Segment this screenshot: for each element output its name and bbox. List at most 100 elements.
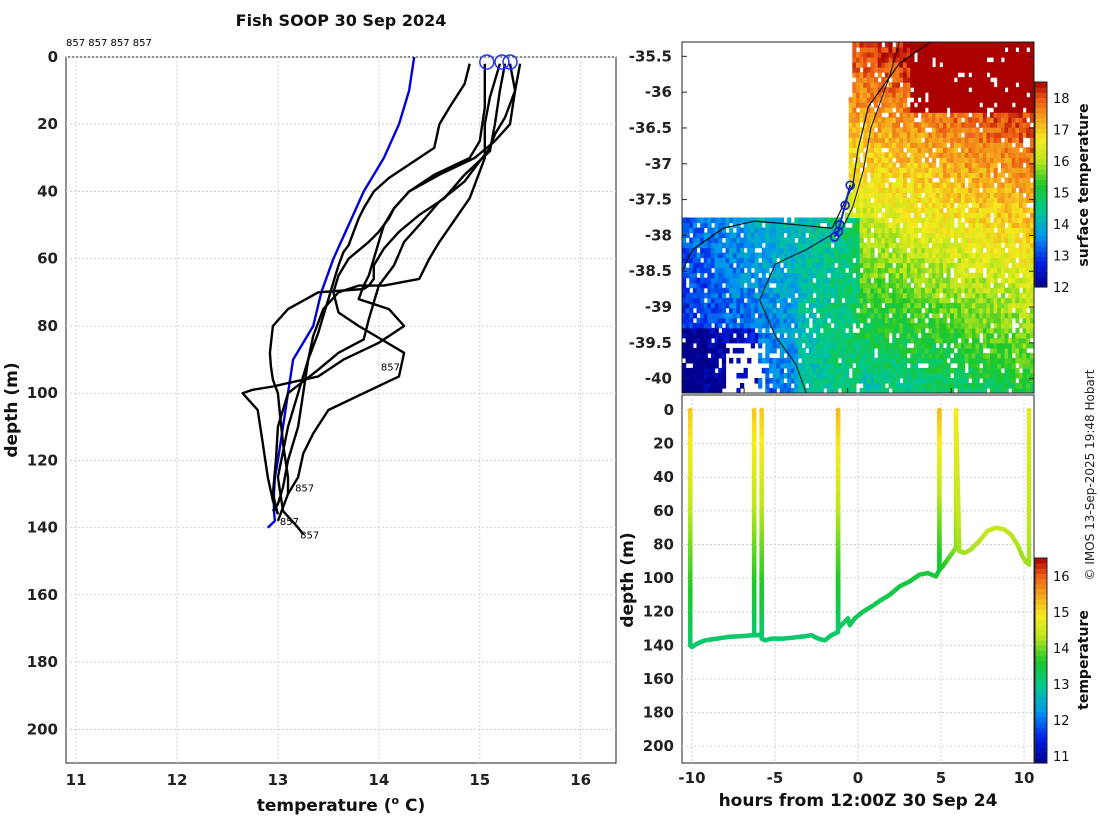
sst-cell: [986, 262, 991, 269]
sst-cell: [939, 192, 944, 198]
sst-cell: [961, 242, 966, 249]
sst-cell: [946, 47, 951, 53]
sst-cell: [823, 277, 828, 284]
sst-cell: [961, 87, 966, 93]
sst-cell: [971, 362, 977, 369]
sst-cell: [961, 282, 966, 289]
sst-cell: [928, 257, 933, 264]
sst-cell: [787, 237, 792, 244]
sst-cell: [736, 247, 741, 254]
sst-cell: [881, 378, 886, 384]
profile-line: [276, 63, 502, 536]
sst-cell: [953, 212, 958, 219]
sst-cell: [971, 172, 977, 178]
sst-cell: [957, 388, 962, 393]
sst-cell: [776, 262, 781, 269]
sst-cell: [834, 292, 839, 299]
sst-cell: [964, 97, 969, 103]
sst-cell: [903, 342, 908, 349]
sst-cell: [990, 327, 995, 334]
sst-cell: [1008, 197, 1013, 203]
sst-cell: [772, 267, 777, 274]
sst-cell: [787, 222, 792, 229]
sst-cell: [855, 242, 861, 249]
sst-cell: [790, 378, 795, 384]
sst-cell: [942, 262, 948, 269]
sst-cell: [834, 383, 839, 389]
sst-cell: [979, 77, 984, 83]
sst-cell: [689, 372, 694, 379]
sst-cell: [971, 297, 977, 304]
sst-cell: [964, 342, 969, 349]
sst-cell: [703, 388, 708, 393]
sst-cell: [707, 242, 712, 249]
sst-cell: [721, 257, 727, 264]
sst-cell: [935, 367, 940, 374]
sst-cell: [877, 383, 882, 389]
sst-cell: [1029, 82, 1034, 88]
sst-cell: [870, 322, 875, 329]
sst-cell: [993, 222, 998, 229]
sst-cell: [928, 362, 933, 369]
sst-cell: [714, 272, 719, 279]
sst-cell: [899, 317, 904, 324]
sst-cell: [877, 157, 882, 163]
sst-cell: [870, 242, 875, 249]
sst-cell: [899, 322, 904, 329]
sst-cell: [874, 367, 879, 374]
sst-cell: [834, 252, 839, 259]
sst-cell: [961, 252, 966, 259]
sst-cell: [819, 378, 824, 384]
sst-cell: [848, 342, 853, 349]
sst-cell: [924, 162, 929, 168]
sst-cell: [946, 97, 951, 103]
sst-cell: [950, 152, 955, 158]
sst-cell: [758, 302, 763, 309]
sst-cell: [903, 77, 908, 83]
sst-cell: [852, 177, 857, 183]
sst-cell: [859, 367, 864, 374]
sst-cell: [1008, 322, 1013, 329]
sst-cell: [1000, 107, 1006, 113]
sst-cell: [729, 217, 734, 224]
sst-cell: [971, 82, 977, 88]
sst-cell: [685, 307, 690, 314]
sst-cell: [939, 172, 944, 178]
sst-cell: [740, 242, 745, 249]
sst-cell: [696, 282, 701, 289]
sst-cell: [758, 232, 763, 239]
sst-cell: [1008, 137, 1013, 143]
sst-cell: [729, 297, 734, 304]
sst-cell: [1029, 342, 1034, 349]
sst-cell: [877, 257, 882, 264]
sst-cell: [1011, 277, 1016, 284]
sst-cell: [1026, 302, 1031, 309]
sst-cell: [968, 77, 973, 83]
sst-cell: [979, 277, 984, 284]
sst-cell: [899, 237, 904, 244]
sst-cell: [877, 187, 882, 193]
sst-cell: [971, 327, 977, 334]
sst-cell: [939, 197, 944, 203]
sst-cell: [924, 237, 929, 244]
sst-cell: [961, 127, 966, 133]
sst-cell: [711, 342, 716, 349]
sst-cell: [884, 137, 890, 143]
sst-cell: [968, 232, 973, 239]
sst-cell: [863, 92, 868, 98]
sst-cell: [714, 337, 719, 344]
sst-cell: [913, 383, 919, 389]
sst-cell: [1000, 237, 1006, 244]
sst-cell: [975, 117, 980, 123]
sst-cell: [953, 297, 958, 304]
sst-cell: [884, 52, 890, 58]
sst-cell: [971, 97, 977, 103]
sst-cell: [1026, 232, 1031, 239]
sst-cell: [993, 162, 998, 168]
sst-cell: [1008, 372, 1013, 379]
sst-cell: [736, 388, 741, 393]
sst-cell: [790, 237, 795, 244]
sst-cell: [942, 132, 948, 138]
sst-cell: [877, 252, 882, 259]
